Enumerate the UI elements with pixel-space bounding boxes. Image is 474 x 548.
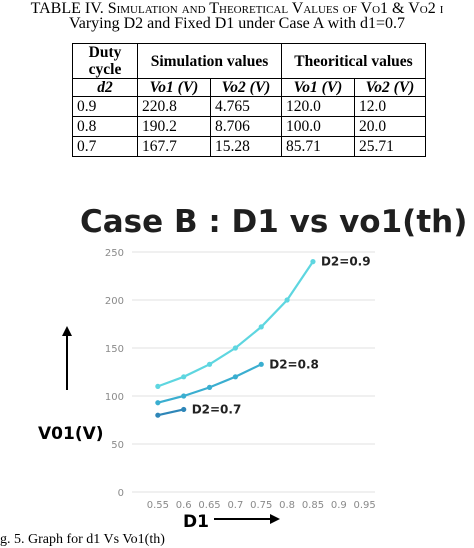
x-tick-label: 0.85 bbox=[302, 500, 324, 511]
x-axis-arrow bbox=[214, 514, 280, 524]
data-point bbox=[155, 412, 161, 418]
series-label: D2=0.7 bbox=[192, 402, 242, 416]
y-tick-labels: 0 50 100 150 200 250 bbox=[105, 248, 124, 499]
table-caption-title: Simulation and Theoretical Values of Vo1… bbox=[107, 0, 444, 17]
y-tick-label: 0 bbox=[118, 488, 124, 499]
series-labels: D2=0.9 D2=0.8 D2=0.7 bbox=[192, 255, 371, 417]
data-point bbox=[310, 259, 316, 265]
x-tick-label: 0.9 bbox=[331, 500, 347, 511]
cell: 8.706 bbox=[210, 116, 282, 137]
table-row: 0.9 220.8 4.765 120.0 12.0 bbox=[72, 96, 426, 117]
data-point bbox=[232, 374, 239, 380]
data-point bbox=[258, 361, 264, 367]
data-point bbox=[232, 345, 239, 351]
data-point bbox=[258, 324, 264, 330]
cell: 12.0 bbox=[354, 96, 426, 117]
cell: 85.71 bbox=[281, 136, 355, 157]
table-caption-line-1: TABLE IV. Simulation and Theoretical Val… bbox=[30, 0, 444, 17]
y-tick-label: 250 bbox=[105, 248, 124, 259]
y-tick-label: 150 bbox=[105, 344, 124, 355]
data-point bbox=[284, 297, 290, 303]
data-point bbox=[181, 406, 187, 413]
x-tick-label: 0.8 bbox=[279, 500, 295, 511]
table-row: 0.8 190.2 8.706 100.0 20.0 bbox=[72, 116, 426, 137]
data-point bbox=[206, 361, 213, 367]
header-duty-cycle: Duty cycle bbox=[72, 43, 138, 79]
cell: 25.71 bbox=[354, 136, 426, 157]
data-point bbox=[181, 393, 187, 399]
chart-title: Case B : D1 vs vo1(th) bbox=[80, 204, 468, 240]
figure-caption: g. 5. Graph for d1 Vs Vo1(th) bbox=[0, 532, 165, 547]
cell: 120.0 bbox=[281, 96, 355, 117]
y-axis-title: V01(V) bbox=[38, 424, 104, 444]
table-caption-line-2: Varying D2 and Fixed D1 under Case A wit… bbox=[68, 15, 406, 32]
data-point bbox=[206, 384, 213, 390]
x-axis-title: D1 bbox=[183, 512, 209, 532]
chart-grid bbox=[132, 251, 375, 493]
y-tick-label: 100 bbox=[105, 392, 124, 403]
x-tick-label: 0.55 bbox=[147, 500, 169, 511]
cell: 167.7 bbox=[137, 136, 211, 157]
x-tick-labels: 0.55 0.6 0.65 0.7 0.75 0.8 0.85 0.9 0.95 bbox=[147, 500, 376, 511]
series-line bbox=[157, 408, 184, 417]
cell: 4.765 bbox=[210, 96, 282, 117]
y-axis-arrow bbox=[62, 326, 72, 390]
y-tick-label: 50 bbox=[111, 440, 124, 451]
series-line bbox=[157, 363, 262, 404]
series-label: D2=0.9 bbox=[321, 255, 371, 269]
x-tick-label: 0.65 bbox=[198, 500, 220, 511]
series-label: D2=0.8 bbox=[269, 357, 319, 371]
header-theoretical: Theoritical values bbox=[281, 43, 426, 79]
simulation-table: Duty cycle Simulation values Theoritical… bbox=[72, 43, 426, 157]
data-point bbox=[155, 383, 161, 389]
table-row: 0.7 167.7 15.28 85.71 25.71 bbox=[72, 136, 426, 157]
x-tick-label: 0.6 bbox=[176, 500, 192, 511]
data-point bbox=[155, 400, 161, 406]
cell: 0.9 bbox=[72, 96, 138, 117]
x-tick-label: 0.7 bbox=[227, 500, 243, 511]
data-point bbox=[181, 374, 187, 380]
y-tick-label: 200 bbox=[105, 296, 124, 307]
header-sim-vo2: Vo2 (V) bbox=[210, 78, 282, 97]
chart-series bbox=[155, 259, 316, 418]
header-theo-vo2: Vo2 (V) bbox=[354, 78, 426, 97]
cell: 0.7 bbox=[72, 136, 138, 157]
x-tick-label: 0.75 bbox=[250, 500, 272, 511]
x-tick-label: 0.95 bbox=[354, 500, 376, 511]
